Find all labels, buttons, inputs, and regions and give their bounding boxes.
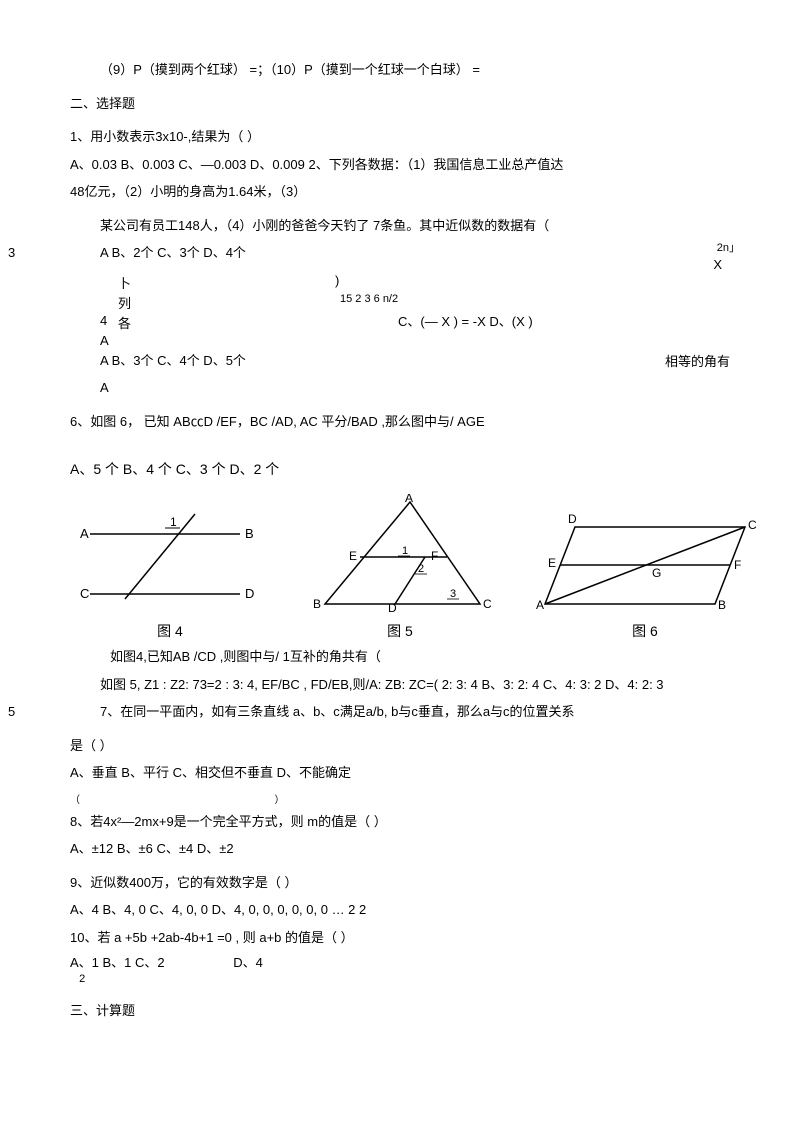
figure-6-svg: D C A B E F G: [530, 509, 760, 614]
svg-text:B: B: [718, 598, 726, 612]
svg-text:1: 1: [170, 515, 177, 529]
q8-opts: A、±12 B、±6 C、±4 D、±2: [40, 839, 760, 859]
q2-opts: A B、2个 C、3个 D、4个: [100, 243, 760, 263]
fig6-caption: 图 6: [530, 621, 760, 641]
svg-text:C: C: [80, 586, 89, 601]
fig4-caption: 图 4: [70, 621, 270, 641]
q5-opts: A B、3个 C、4个 D、5个: [100, 351, 760, 371]
svg-text:G: G: [652, 566, 661, 580]
q9b-opts: A、4 B、4, 0 C、4, 0, 0 D、4, 0, 0, 0, 0, 0,…: [40, 900, 760, 920]
svg-text:A: A: [80, 526, 89, 541]
q7-opts: A、垂直 B、平行 C、相交但不垂直 D、不能确定: [40, 763, 760, 783]
q2-line1: 某公司有员工148人，（4）小刚的爸爸今天钓了 7条鱼。其中近似数的数据有（: [40, 216, 760, 236]
svg-text:F: F: [431, 549, 438, 563]
q1-stem: 1、用小数表示3x10-,结果为（ ）: [40, 127, 760, 147]
svg-text:D: D: [568, 512, 577, 526]
figures-row: A B C D 1 图 4 A B C E F D 1 2 3 图 5: [70, 494, 760, 641]
q9b-stem: 9、近似数400万，它的有效数字是（ ）: [40, 873, 760, 893]
svg-text:A: A: [405, 494, 413, 505]
q7-stem: 是（ ）: [40, 736, 760, 756]
figure-6-block: D C A B E F G 图 6: [530, 509, 760, 641]
margin-3: 3: [8, 245, 15, 260]
svg-text:D: D: [245, 586, 254, 601]
q10-opts2: 2: [40, 971, 760, 988]
svg-text:C: C: [748, 518, 757, 532]
svg-text:C: C: [483, 597, 492, 611]
frag-equal-angle: 相等的角有: [665, 351, 730, 370]
figure-5-block: A B C E F D 1 2 3 图 5: [305, 494, 495, 641]
svg-text:A: A: [536, 598, 544, 612]
section-2-title: 二、选择题: [40, 94, 760, 114]
svg-text:B: B: [313, 597, 321, 611]
figure-4-svg: A B C D 1: [70, 504, 270, 614]
fig5-caption: 图 5: [305, 621, 495, 641]
frag-4: 4: [100, 313, 107, 328]
frag-cd-opts: C、(— X ) = -X D、(X ): [398, 311, 533, 330]
frag-2n: 2n」: [717, 239, 740, 255]
figure-4-block: A B C D 1 图 4: [70, 504, 270, 641]
q1-cont: 48亿元，（2）小明的身高为1.64米，（3）: [40, 182, 760, 202]
q10-stem: 10、若 a +5b +2ab-4b+1 =0 , 则 a+b 的值是（ ）: [40, 928, 760, 948]
svg-text:E: E: [548, 556, 556, 570]
svg-text:E: E: [349, 549, 357, 563]
q7-intro: 7、在同一平面内，如有三条直线 a、b、c满足a/b, b与c垂直，那么a与c的…: [40, 702, 760, 722]
q8-stem: 8、若4x²—2mx+9是一个完全平方式，则 m的值是（ ）: [40, 812, 760, 832]
frag-a1: A: [100, 333, 109, 348]
q7-sub: （ ）: [40, 791, 760, 806]
q1-opts: A、0.03 B、0.003 C、—0.003 D、0.009 2、下列各数据：…: [40, 155, 760, 175]
frag-lie: 列: [118, 293, 131, 312]
after-fig-line1: 如图4,已知AB /CD ,则图中与/ 1互补的角共有（: [40, 647, 760, 667]
after-fig-line2: 如图 5, Z1 : Z2: 73=2 : 3: 4, EF/BC , FD/E…: [40, 675, 760, 695]
margin-5: 5: [8, 704, 15, 719]
svg-text:3: 3: [450, 588, 456, 600]
q10-opts1: A、1 B、1 C、2 D、4: [40, 955, 760, 971]
frag-a2: A: [40, 378, 760, 398]
q6-text: 6、如图 6， 已知 AB㏄D /EF，BC /AD, AC 平分/BAD ,那…: [40, 412, 760, 432]
frag-bu: 卜: [118, 273, 131, 292]
svg-text:D: D: [388, 601, 397, 614]
svg-text:2: 2: [418, 563, 424, 575]
frag-ge: 各: [118, 313, 131, 332]
svg-text:B: B: [245, 526, 254, 541]
top-fig-opts: A、5 个 B、4 个 C、3 个 D、2 个: [40, 459, 760, 480]
svg-text:1: 1: [402, 545, 408, 557]
frag-nums: 15 2 3 6 n/2: [340, 293, 398, 305]
section-3-title: 三、计算题: [40, 1001, 760, 1021]
frag-paren: ): [335, 273, 339, 288]
figure-5-svg: A B C E F D 1 2 3: [305, 494, 495, 614]
q9-header: （9）P（摸到两个红球） =；（10）P（摸到一个红球一个白球） =: [40, 60, 760, 80]
svg-text:F: F: [734, 558, 741, 572]
